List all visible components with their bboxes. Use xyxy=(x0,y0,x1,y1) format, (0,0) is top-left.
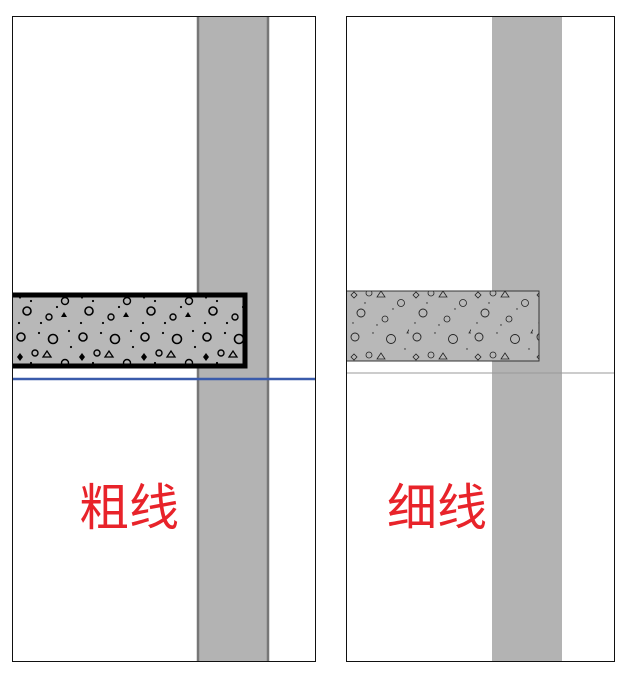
concrete-hatch xyxy=(347,291,539,361)
caption-thick-lines: 粗线 xyxy=(79,479,179,537)
concrete-hatch xyxy=(13,295,245,366)
caption-thin-lines: 细线 xyxy=(387,479,487,537)
drawing-thin xyxy=(347,17,614,661)
drawing-thick xyxy=(13,17,315,661)
slab-outline-thick xyxy=(13,292,248,369)
slab-outline-thin xyxy=(347,290,540,362)
panel-thin-lines: 细线 xyxy=(346,16,615,662)
panel-thick-lines: 粗线 xyxy=(12,16,316,662)
